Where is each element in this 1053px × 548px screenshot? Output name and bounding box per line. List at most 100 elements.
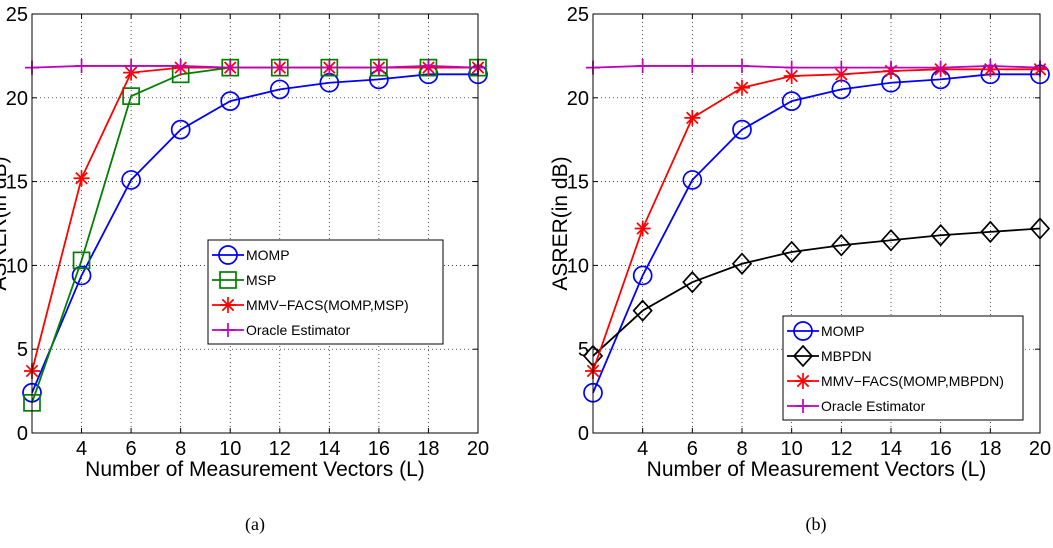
legend-entry: MBPDN xyxy=(821,348,872,364)
legend-box xyxy=(782,315,1024,421)
legend: MOMP MSP MMV−FACS(MOMP,MSP) Oracle Estimato… xyxy=(207,239,444,345)
data-point xyxy=(272,60,287,75)
x-axis-label: Number of Measurement Vectors (L) xyxy=(647,458,987,481)
y-tick-label: 20 xyxy=(567,88,589,110)
legend-marker xyxy=(220,297,236,313)
y-tick-label: 10 xyxy=(567,255,589,277)
data-point xyxy=(735,58,749,73)
data-point xyxy=(731,252,753,275)
legend-marker xyxy=(793,321,813,341)
data-point xyxy=(682,170,703,190)
y-axis-label: ASRER(in dB) xyxy=(549,156,572,290)
axes-box xyxy=(31,13,479,434)
legend-box xyxy=(207,239,444,345)
x-tick-label: 6 xyxy=(126,438,137,460)
data-point xyxy=(880,228,902,252)
x-tick-label: 8 xyxy=(736,438,747,460)
data-point xyxy=(634,220,651,237)
legend-entry: MSP xyxy=(246,272,276,288)
data-point xyxy=(124,58,139,73)
x-tick-label: 10 xyxy=(219,438,241,460)
legend-entry: MOMP xyxy=(246,247,290,263)
data-point xyxy=(173,58,188,73)
series-line xyxy=(592,73,1040,394)
data-point xyxy=(269,79,290,100)
data-point xyxy=(371,60,386,75)
data-point xyxy=(684,109,701,126)
data-point xyxy=(734,79,750,96)
data-point xyxy=(322,60,337,75)
series-line xyxy=(592,65,1041,69)
series-line xyxy=(592,227,1041,357)
data-point xyxy=(632,299,653,322)
y-tick-label: 15 xyxy=(567,172,589,194)
data-point xyxy=(933,60,948,75)
y-tick-label: 0 xyxy=(17,423,28,445)
x-tick-label: 6 xyxy=(687,438,698,460)
y-tick-label: 5 xyxy=(578,339,589,361)
series-oracle-estimator xyxy=(25,58,485,75)
x-tick-label: 20 xyxy=(467,438,489,460)
x-tick-label: 14 xyxy=(880,438,902,460)
data-point xyxy=(170,119,191,140)
x-tick-label: 16 xyxy=(368,438,390,460)
data-point xyxy=(223,60,238,75)
panel-caption: (b) xyxy=(806,514,827,535)
x-tick-label: 20 xyxy=(1029,438,1051,460)
data-point xyxy=(122,87,140,105)
x-tick-label: 8 xyxy=(175,438,186,460)
x-tick-label: 10 xyxy=(781,438,803,460)
x-tick-label: 12 xyxy=(830,438,852,460)
data-point xyxy=(784,60,799,75)
data-point xyxy=(831,234,852,257)
axes-box xyxy=(592,13,1041,434)
legend-marker xyxy=(219,271,237,289)
data-point xyxy=(930,223,951,247)
plot-area xyxy=(32,14,478,433)
legend: MOMP MBPDN MMV−FACS(MOMP,MBPDN) Oracle Esti… xyxy=(782,315,1024,421)
data-point xyxy=(421,58,436,73)
x-tick-label: 4 xyxy=(637,438,648,460)
legend-marker xyxy=(796,399,810,413)
legend-marker xyxy=(221,323,235,337)
y-tick-label: 10 xyxy=(6,255,28,277)
panel-caption: (a) xyxy=(245,514,265,535)
data-point xyxy=(781,240,802,264)
legend-entry: MMV−FACS(MOMP,MSP) xyxy=(246,297,409,313)
series-line xyxy=(31,73,478,394)
data-point xyxy=(834,60,849,75)
legend-marker xyxy=(792,344,814,368)
x-axis-label: Number of Measurement Vectors (L) xyxy=(85,458,425,481)
data-point xyxy=(72,251,91,270)
data-point xyxy=(980,220,1001,244)
data-point xyxy=(682,270,703,294)
data-point xyxy=(685,58,700,73)
chart-b: 4 6 8 10 12 14 16 18 20 0 5 10 15 20 25 Number of Measu… xyxy=(549,4,1051,535)
legend-marker xyxy=(218,245,238,265)
chart-a: 4 6 8 10 12 14 16 18 20 0 5 10 15 20 25 Number of Measu… xyxy=(0,4,489,535)
x-tick-label: 18 xyxy=(979,438,1001,460)
data-point xyxy=(73,170,90,187)
series-line xyxy=(592,68,1040,372)
data-point xyxy=(783,68,800,85)
x-tick-label: 18 xyxy=(417,438,439,460)
y-tick-label: 25 xyxy=(6,4,28,26)
data-point xyxy=(732,119,752,140)
data-point xyxy=(74,58,89,73)
y-tick-label: 5 xyxy=(17,339,28,361)
legend-entry: Oracle Estimator xyxy=(246,322,351,338)
y-tick-label: 15 xyxy=(6,172,28,194)
x-tick-label: 14 xyxy=(318,438,340,460)
data-point xyxy=(635,58,650,73)
series-line xyxy=(31,65,479,69)
data-point xyxy=(632,265,653,286)
y-axis-label: ASRER(in dB) xyxy=(0,156,11,290)
legend-entry: Oracle Estimator xyxy=(821,398,926,414)
legend-entry: MMV−FACS(MOMP,MBPDN) xyxy=(821,373,1004,389)
data-point xyxy=(71,265,92,286)
data-point xyxy=(220,91,241,112)
x-tick-label: 16 xyxy=(930,438,952,460)
x-tick-label: 4 xyxy=(76,438,87,460)
legend-entry: MOMP xyxy=(821,323,865,339)
